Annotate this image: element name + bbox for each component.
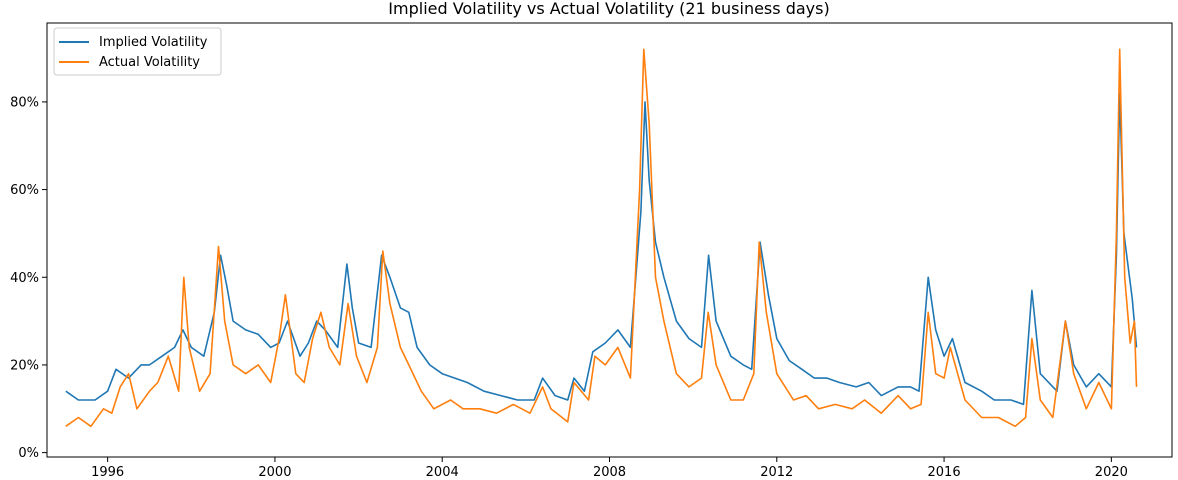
series-line-implied-volatility: [65, 92, 1138, 406]
x-tick-label: 2000: [258, 465, 291, 480]
y-tick-label: 60%: [10, 183, 39, 198]
x-tick-label: 2020: [1095, 465, 1128, 480]
x-axis: 1996 2000 2004 2008 2012 2016 2020: [91, 457, 1128, 480]
x-tick-label: 2004: [426, 465, 459, 480]
legend-label-implied-volatility: Implied Volatility: [99, 35, 208, 50]
x-tick-label: 2008: [593, 465, 626, 480]
x-tick-label: 2016: [928, 465, 961, 480]
x-tick-label: 1996: [91, 465, 124, 480]
y-tick-label: 0%: [18, 446, 39, 461]
plot-area-background: [47, 23, 1172, 457]
chart-legend: Implied Volatility Actual Volatility: [53, 27, 222, 76]
x-tick-label: 2012: [760, 465, 793, 480]
y-tick-label: 80%: [10, 95, 39, 110]
chart-title: Implied Volatility vs Actual Volatility …: [388, 0, 829, 18]
series-line-actual-volatility: [65, 48, 1138, 428]
series-layer: [65, 48, 1138, 428]
y-tick-label: 20%: [10, 358, 39, 373]
legend-label-actual-volatility: Actual Volatility: [99, 55, 200, 70]
y-axis: 0% 20% 40% 60% 80%: [10, 95, 47, 461]
y-tick-label: 40%: [10, 271, 39, 286]
legend-box: [53, 27, 222, 76]
